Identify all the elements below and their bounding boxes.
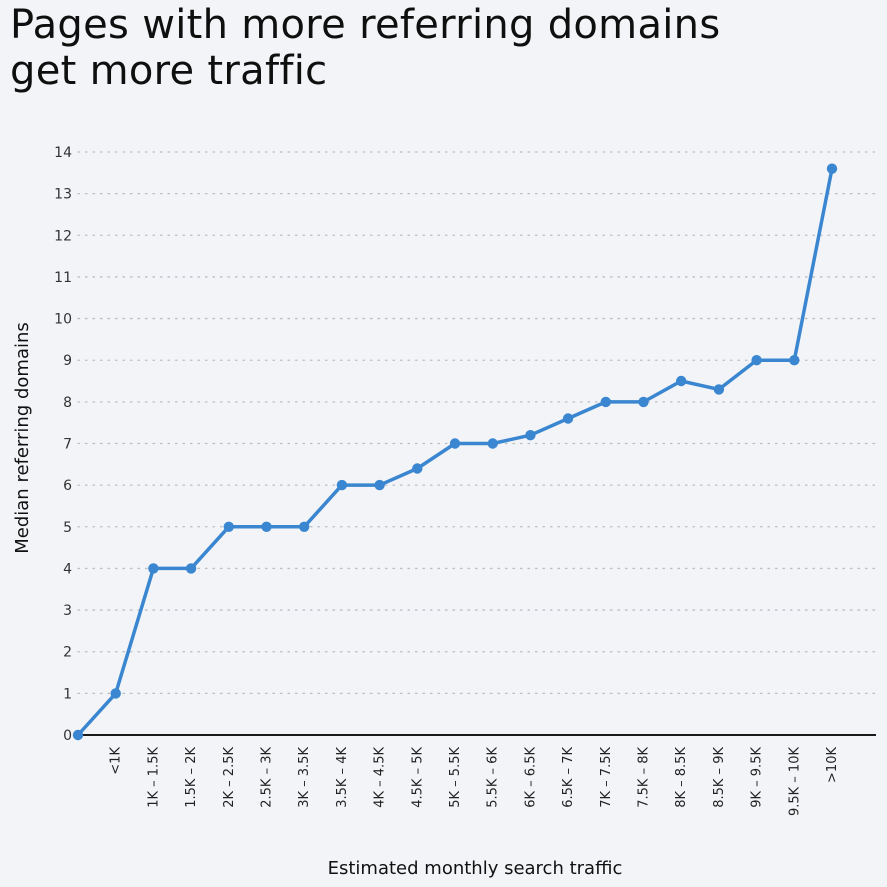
data-point bbox=[223, 521, 234, 532]
data-point bbox=[412, 463, 423, 474]
data-point bbox=[562, 413, 574, 424]
chart-title: Pages with more referring domains get mo… bbox=[10, 2, 720, 94]
y-tick-label: 2 bbox=[63, 645, 72, 661]
y-tick-label: 0 bbox=[63, 728, 72, 744]
y-tick-label: 1 bbox=[63, 686, 72, 702]
data-point bbox=[185, 563, 197, 574]
x-tick-label: 3K – 3.5K bbox=[297, 747, 312, 808]
y-tick-label: 7 bbox=[63, 437, 72, 453]
x-tick-label: 8K – 8.5K bbox=[674, 747, 689, 808]
y-tick-label: 10 bbox=[54, 312, 72, 328]
x-tick-label: 5.5K – 6K bbox=[486, 747, 501, 808]
data-point bbox=[110, 688, 121, 699]
data-point bbox=[600, 396, 611, 408]
x-tick-label: >10K bbox=[825, 747, 840, 783]
series-line bbox=[76, 166, 834, 737]
gridlines bbox=[77, 151, 877, 695]
x-tick-label: 7K – 7.5K bbox=[599, 747, 614, 808]
data-point bbox=[299, 521, 310, 532]
x-tick-label: 5K – 5.5K bbox=[448, 747, 463, 808]
data-point bbox=[72, 729, 84, 741]
data-point bbox=[826, 163, 838, 174]
x-tick-label: 2K – 2.5K bbox=[222, 747, 237, 808]
y-axis-label: Median referring domains bbox=[12, 322, 33, 554]
x-tick-label: 4K – 4.5K bbox=[373, 747, 388, 808]
y-tick-label: 4 bbox=[63, 561, 72, 577]
y-tick-label: 9 bbox=[63, 353, 72, 369]
x-tick-label: 1K – 1.5K bbox=[146, 747, 161, 808]
x-tick-label: 8.5K – 9K bbox=[712, 747, 727, 808]
y-tick-label: 6 bbox=[63, 478, 72, 494]
chart-title-line-1: Pages with more referring domains bbox=[10, 2, 721, 48]
x-tick-label: 1.5K – 2K bbox=[184, 747, 199, 808]
chart-title-line-2: get more traffic bbox=[10, 48, 328, 94]
data-point bbox=[261, 521, 272, 532]
y-tick-label: 13 bbox=[54, 187, 72, 203]
x-tick-label: 9K – 9.5K bbox=[750, 747, 765, 808]
data-point bbox=[336, 479, 348, 491]
x-tick-label: 6.5K – 7K bbox=[561, 747, 576, 808]
x-axis-label: Estimated monthly search traffic bbox=[328, 858, 623, 879]
x-tick-label: 2.5K – 3K bbox=[260, 747, 275, 808]
data-point bbox=[676, 375, 687, 387]
data-point bbox=[789, 355, 800, 366]
data-point bbox=[525, 430, 536, 441]
y-tick-label: 12 bbox=[54, 228, 72, 244]
x-tick-label: 3.5K – 4K bbox=[335, 747, 350, 808]
y-tick-label: 8 bbox=[63, 395, 72, 411]
x-tick-label: <1K bbox=[109, 747, 124, 775]
x-tick-label: 9.5K – 10K bbox=[787, 747, 802, 817]
data-point bbox=[148, 563, 159, 574]
data-points bbox=[72, 163, 838, 741]
x-tick-label: 7.5K – 8K bbox=[637, 747, 652, 808]
y-tick-label: 3 bbox=[63, 603, 72, 619]
x-tick-label: 6K – 6.5K bbox=[523, 747, 538, 808]
data-point bbox=[638, 396, 649, 408]
x-axis-ticks: <1K 1K – 1.5K 1.5K – 2K 2K – 2.5K 2.5K – 3K 3… bbox=[109, 747, 840, 817]
y-tick-label: 11 bbox=[54, 270, 72, 286]
data-point bbox=[487, 438, 498, 449]
y-tick-label: 14 bbox=[54, 145, 72, 161]
data-point bbox=[374, 479, 385, 491]
data-point bbox=[449, 438, 461, 449]
data-point bbox=[751, 355, 762, 366]
y-tick-label: 5 bbox=[63, 520, 72, 536]
x-tick-label: 4.5K – 5K bbox=[410, 747, 425, 808]
data-point bbox=[713, 384, 725, 395]
